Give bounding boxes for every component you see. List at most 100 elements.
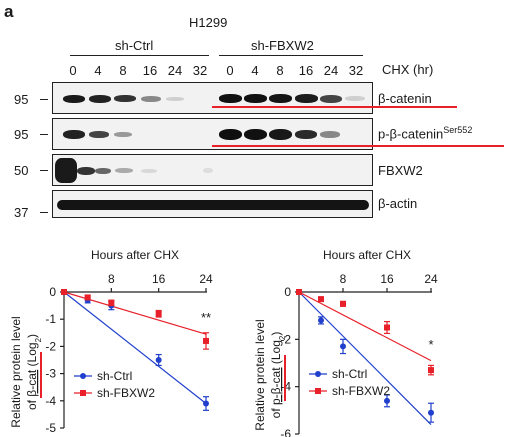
lane-label: 8 xyxy=(119,63,127,78)
band xyxy=(320,95,342,103)
y-tick-label: -1 xyxy=(45,312,56,326)
lane-label: 4 xyxy=(94,63,102,78)
y-tick-label: -2 xyxy=(280,332,291,346)
mw-tick xyxy=(40,170,48,172)
band xyxy=(244,94,267,103)
lane-label: 24 xyxy=(167,63,183,78)
band xyxy=(269,94,292,103)
panel-letter: a xyxy=(4,2,14,21)
y-tick-label: -5 xyxy=(45,421,56,435)
legend-marker xyxy=(315,388,321,394)
data-point-ctrl xyxy=(384,397,390,404)
lane-label: 24 xyxy=(323,63,339,78)
y-tick-label: -6 xyxy=(280,427,291,437)
blot-beta-actin xyxy=(52,190,373,218)
chart-beta-cat: Hours after CHX 8 16 24 0 -1 -2 -3 -4 -5 Relative … xyxy=(9,248,213,435)
data-point-ctrl xyxy=(340,343,346,350)
y-axis-label-prefix: of xyxy=(269,405,283,418)
lane-label: 8 xyxy=(276,63,284,78)
y-axis-label-close: ) xyxy=(25,334,39,338)
mw-tick xyxy=(40,99,48,101)
mw-tick xyxy=(40,212,48,214)
y-axis-label-line1: Relative protein level xyxy=(254,319,267,430)
x-tick-label: 16 xyxy=(380,272,394,286)
group-bracket-fbxw2 xyxy=(219,55,363,57)
group-label-fbxw2: sh-FBXW2 xyxy=(251,38,314,53)
data-point-fbxw2 xyxy=(340,300,346,307)
blot-label: β-catenin xyxy=(378,91,432,106)
data-point-fbxw2 xyxy=(384,324,390,331)
mw-tick xyxy=(40,134,48,136)
legend-marker xyxy=(80,373,86,379)
data-point-fbxw2 xyxy=(61,289,67,295)
chart-title: Hours after CHX xyxy=(91,248,179,262)
chart-title: Hours after CHX xyxy=(323,248,411,262)
band xyxy=(89,95,111,103)
data-point-ctrl xyxy=(318,317,324,324)
band xyxy=(166,97,184,101)
band xyxy=(219,94,242,103)
blot-label: β-actin xyxy=(378,196,418,211)
y-tick-label: -3 xyxy=(45,367,56,381)
band xyxy=(63,130,85,139)
y-axis-label-protein: p-β-cat xyxy=(269,367,283,405)
lane-label: 4 xyxy=(251,63,259,78)
legend-marker xyxy=(80,390,86,396)
x-tick-label: 24 xyxy=(424,272,438,286)
y-axis-label-prefix: of xyxy=(25,397,39,410)
data-point-fbxw2 xyxy=(203,337,209,344)
data-point-ctrl xyxy=(155,357,162,363)
blot-fbxw2 xyxy=(52,154,373,186)
mw-marker: 37 xyxy=(14,205,29,220)
data-point-ctrl xyxy=(203,400,209,407)
cell-line-label: H1299 xyxy=(189,15,228,30)
y-axis-label-line2: of p-β-cat (Log2) xyxy=(269,332,287,419)
lane-label: 32 xyxy=(192,63,208,78)
x-tick-label: 24 xyxy=(199,272,213,286)
fit-line xyxy=(63,291,207,404)
y-tick-label: 0 xyxy=(284,285,291,299)
highlight-underline xyxy=(212,145,504,147)
band xyxy=(57,200,369,210)
band xyxy=(55,158,77,183)
blot-label: FBXW2 xyxy=(378,163,423,178)
y-tick-label: -4 xyxy=(45,394,56,408)
significance-mark: * xyxy=(428,337,433,352)
band xyxy=(114,132,132,137)
data-point-fbxw2 xyxy=(84,294,91,301)
band xyxy=(141,96,161,102)
y-axis-label-subscript: 2 xyxy=(278,335,287,340)
band xyxy=(77,167,95,175)
group-bracket-ctrl xyxy=(70,55,209,57)
y-axis-label-line2: of β-cat (Log2) xyxy=(25,334,43,410)
mw-marker: 50 xyxy=(14,163,29,178)
fit-line xyxy=(298,291,432,425)
x-tick-label: 8 xyxy=(340,272,347,286)
blot-label: p-β-cateninSer552 xyxy=(378,125,473,142)
fit-line xyxy=(298,291,432,362)
band xyxy=(115,168,133,173)
y-tick-label: -2 xyxy=(45,339,56,353)
significance-mark: ** xyxy=(201,310,211,325)
band xyxy=(219,129,242,140)
legend-marker xyxy=(315,371,321,377)
y-axis-label-line1: Relative protein level xyxy=(9,316,23,427)
lane-label: 0 xyxy=(69,63,77,78)
data-point-fbxw2 xyxy=(318,296,324,303)
lane-label: 32 xyxy=(348,63,364,78)
band xyxy=(320,131,340,138)
legend-label: sh-FBXW2 xyxy=(332,384,390,398)
y-tick-label: 0 xyxy=(49,285,56,299)
y-axis-label-close: ) xyxy=(269,332,283,336)
band xyxy=(295,130,317,139)
legend-label: sh-FBXW2 xyxy=(97,386,155,400)
band xyxy=(89,131,109,138)
band xyxy=(269,129,292,140)
highlight-underline xyxy=(212,106,457,108)
y-axis-label-subscript: 2 xyxy=(34,337,43,342)
band xyxy=(114,95,136,102)
band xyxy=(244,129,267,140)
blot-beta-catenin xyxy=(52,82,373,114)
lane-label: 16 xyxy=(298,63,314,78)
